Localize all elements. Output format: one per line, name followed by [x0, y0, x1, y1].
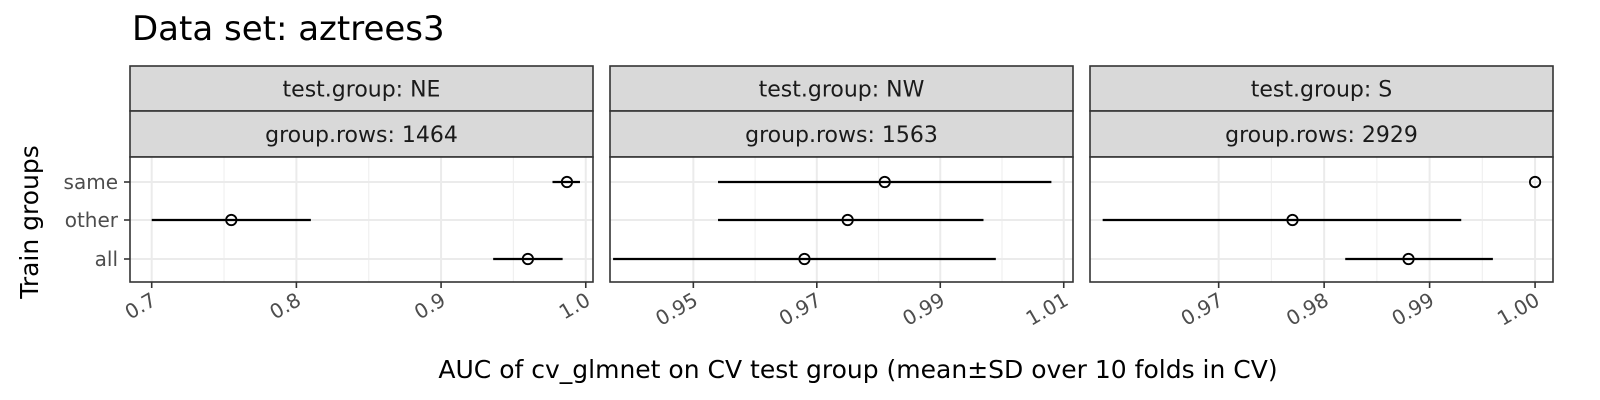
mean-point-all — [521, 252, 534, 266]
x-tick-label: 0.97 — [775, 288, 826, 331]
facet-strip-label: test.group: NE — [283, 78, 441, 103]
facet-strip-group-rows — [129, 110, 594, 158]
facet-panel-3: test.group: S group.rows: 2929 0.97 0.98 0.9… — [1089, 65, 1554, 331]
facet-strip-label: group.rows: 1563 — [745, 123, 938, 148]
x-tick-label: 1.0 — [555, 288, 595, 325]
facet-panels: test.group: NE group.rows: 1464 0.7 0.8 0.9 1… — [121, 65, 1554, 331]
y-axis-title: Train groups — [15, 145, 44, 300]
y-tick-label-all: all — [95, 247, 118, 271]
x-tick-label: 0.7 — [121, 288, 161, 325]
mean-point-all — [798, 252, 811, 266]
facet-strip-test-group — [129, 65, 594, 112]
x-tick-label: 0.98 — [1282, 288, 1333, 331]
x-axis-title: AUC of cv_glmnet on CV test group (mean±… — [438, 355, 1277, 384]
x-tick-label: 1.00 — [1493, 288, 1544, 331]
mean-point-other — [841, 213, 854, 227]
x-tick-label: 0.99 — [898, 288, 949, 331]
x-tick-label: 0.97 — [1177, 288, 1228, 331]
y-tick-label-other: other — [65, 208, 119, 232]
x-tick-label: 0.8 — [265, 288, 305, 325]
facet-strip-label: test.group: NW — [759, 78, 925, 103]
facet-strip-label: group.rows: 2929 — [1225, 123, 1418, 148]
panel-border — [609, 156, 1074, 283]
facet-strip-group-rows — [1089, 110, 1554, 158]
mean-point-all — [1402, 252, 1415, 266]
panel-border — [1089, 156, 1554, 283]
facet-strip-test-group — [609, 65, 1074, 112]
facet-strip-label: group.rows: 1464 — [265, 123, 458, 148]
y-tick-label-same: same — [64, 170, 118, 194]
facet-strip-label: test.group: S — [1251, 78, 1393, 103]
chart-title: Data set: aztrees3 — [132, 9, 445, 49]
facet-panel-1: test.group: NE group.rows: 1464 0.7 0.8 0.9 1… — [121, 65, 595, 325]
facet-strip-test-group — [1089, 65, 1554, 112]
facet-panel-2: test.group: NW group.rows: 1563 0.95 0.97 0.… — [609, 65, 1074, 331]
mean-point-other — [225, 213, 238, 227]
x-tick-label: 0.95 — [651, 288, 702, 331]
mean-point-same — [560, 175, 574, 189]
mean-point-same — [1528, 175, 1542, 189]
x-tick-label: 1.01 — [1022, 288, 1073, 331]
mean-point-other — [1286, 213, 1299, 227]
y-tick-labels: same other all — [64, 170, 130, 271]
facet-strip-group-rows — [609, 110, 1074, 158]
mean-point-same — [878, 175, 891, 189]
x-tick-label: 0.99 — [1388, 288, 1439, 331]
x-tick-label: 0.9 — [410, 288, 450, 325]
